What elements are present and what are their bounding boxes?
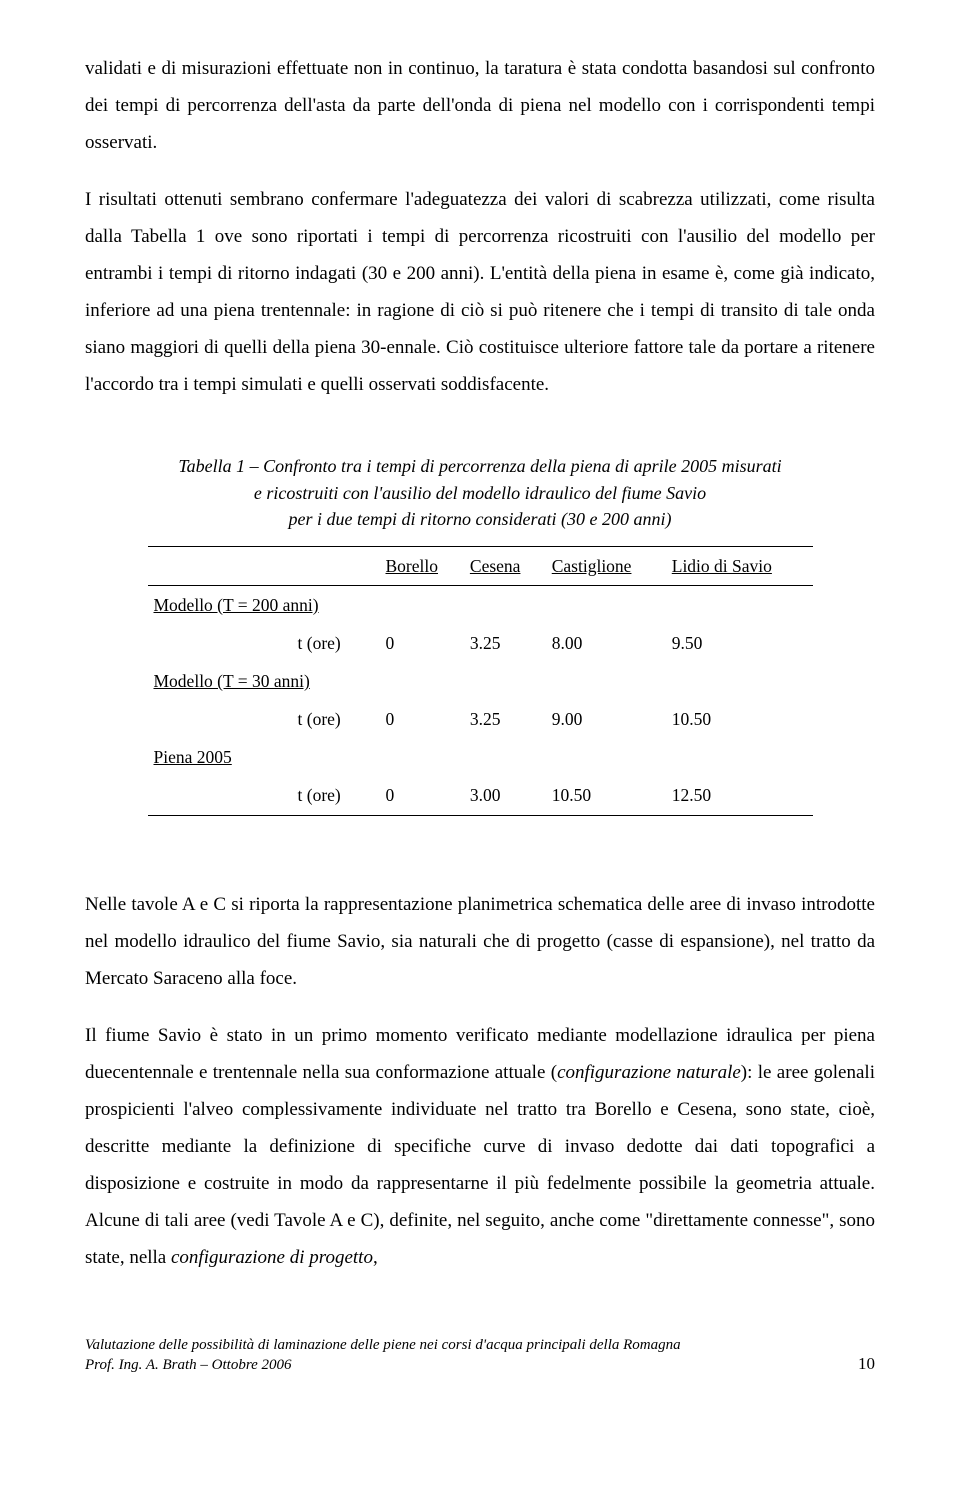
- cell: 9.50: [666, 624, 813, 662]
- cell: 3.25: [464, 624, 546, 662]
- table-caption: Tabella 1 – Confronto tra i tempi di per…: [148, 453, 813, 531]
- cell: 3.25: [464, 700, 546, 738]
- table-1: Borello Cesena Castiglione Lidio di Savi…: [148, 546, 813, 816]
- page-footer: Valutazione delle possibilità di laminaz…: [85, 1336, 875, 1375]
- cell: 3.00: [464, 776, 546, 815]
- table-1-block: Tabella 1 – Confronto tra i tempi di per…: [148, 453, 813, 815]
- table-row: t (ore) 0 3.25 8.00 9.50: [148, 624, 813, 662]
- paragraph-2: I risultati ottenuti sembrano confermare…: [85, 181, 875, 403]
- cell: 8.00: [546, 624, 666, 662]
- table-row: Piena 2005: [148, 738, 813, 776]
- caption-line-2: e ricostruiti con l'ausilio del modello …: [254, 483, 706, 503]
- cell: 0: [380, 776, 464, 815]
- row-label: Modello (T = 30 anni): [154, 671, 310, 691]
- row-label: Piena 2005: [154, 747, 232, 767]
- p4-d: configurazione di progetto: [171, 1247, 373, 1268]
- caption-line-1: Tabella 1 – Confronto tra i tempi di per…: [178, 456, 781, 476]
- footer-left: Valutazione delle possibilità di laminaz…: [85, 1336, 681, 1375]
- row-label: Modello (T = 200 anni): [154, 595, 319, 615]
- p4-b: configurazione naturale: [557, 1062, 741, 1083]
- cell: 0: [380, 624, 464, 662]
- page-number: 10: [858, 1353, 875, 1375]
- cell: 12.50: [666, 776, 813, 815]
- table-header-row: Borello Cesena Castiglione Lidio di Savi…: [148, 546, 813, 585]
- th-castiglione: Castiglione: [546, 546, 666, 585]
- th-cesena: Cesena: [464, 546, 546, 585]
- table-row: t (ore) 0 3.00 10.50 12.50: [148, 776, 813, 815]
- paragraph-1: validati e di misurazioni effettuate non…: [85, 50, 875, 161]
- row-sub: t (ore): [148, 776, 380, 815]
- th-blank: [148, 546, 380, 585]
- row-sub: t (ore): [148, 624, 380, 662]
- paragraph-4: Il fiume Savio è stato in un primo momen…: [85, 1017, 875, 1276]
- cell: 10.50: [546, 776, 666, 815]
- th-borello: Borello: [380, 546, 464, 585]
- cell: 9.00: [546, 700, 666, 738]
- cell: 0: [380, 700, 464, 738]
- caption-line-3: per i due tempi di ritorno considerati (…: [289, 509, 672, 529]
- th-lidio: Lidio di Savio: [666, 546, 813, 585]
- table-row: Modello (T = 200 anni): [148, 585, 813, 624]
- table-row: Modello (T = 30 anni): [148, 662, 813, 700]
- p4-e: ,: [373, 1247, 378, 1268]
- table-row: t (ore) 0 3.25 9.00 10.50: [148, 700, 813, 738]
- cell: 10.50: [666, 700, 813, 738]
- footer-line-2: Prof. Ing. A. Brath – Ottobre 2006: [85, 1357, 292, 1373]
- footer-line-1: Valutazione delle possibilità di laminaz…: [85, 1337, 681, 1353]
- row-sub: t (ore): [148, 700, 380, 738]
- p4-c: ): le aree golenali prospicienti l'alveo…: [85, 1062, 875, 1268]
- paragraph-3: Nelle tavole A e C si riporta la rappres…: [85, 886, 875, 997]
